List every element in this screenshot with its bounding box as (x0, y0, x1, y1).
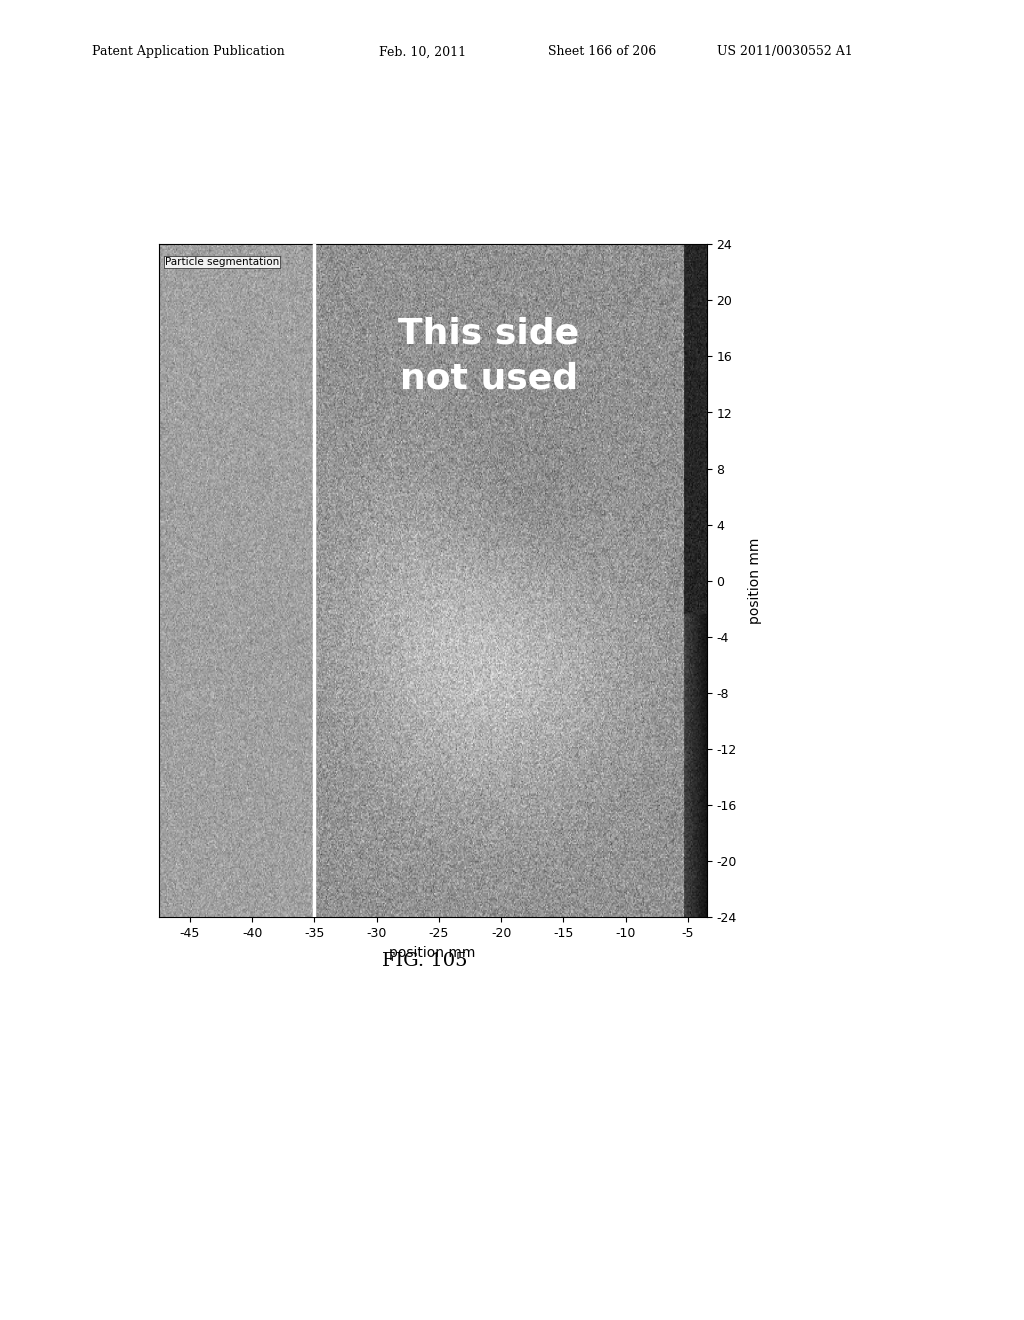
Text: Particle segmentation: Particle segmentation (165, 257, 280, 267)
Text: Patent Application Publication: Patent Application Publication (92, 45, 285, 58)
Text: US 2011/0030552 A1: US 2011/0030552 A1 (717, 45, 853, 58)
Text: FIG. 105: FIG. 105 (382, 952, 468, 970)
Text: Feb. 10, 2011: Feb. 10, 2011 (379, 45, 466, 58)
Text: Sheet 166 of 206: Sheet 166 of 206 (548, 45, 656, 58)
X-axis label: position mm: position mm (389, 945, 476, 960)
Text: This side
not used: This side not used (398, 317, 580, 396)
Y-axis label: position mm: position mm (748, 537, 762, 624)
